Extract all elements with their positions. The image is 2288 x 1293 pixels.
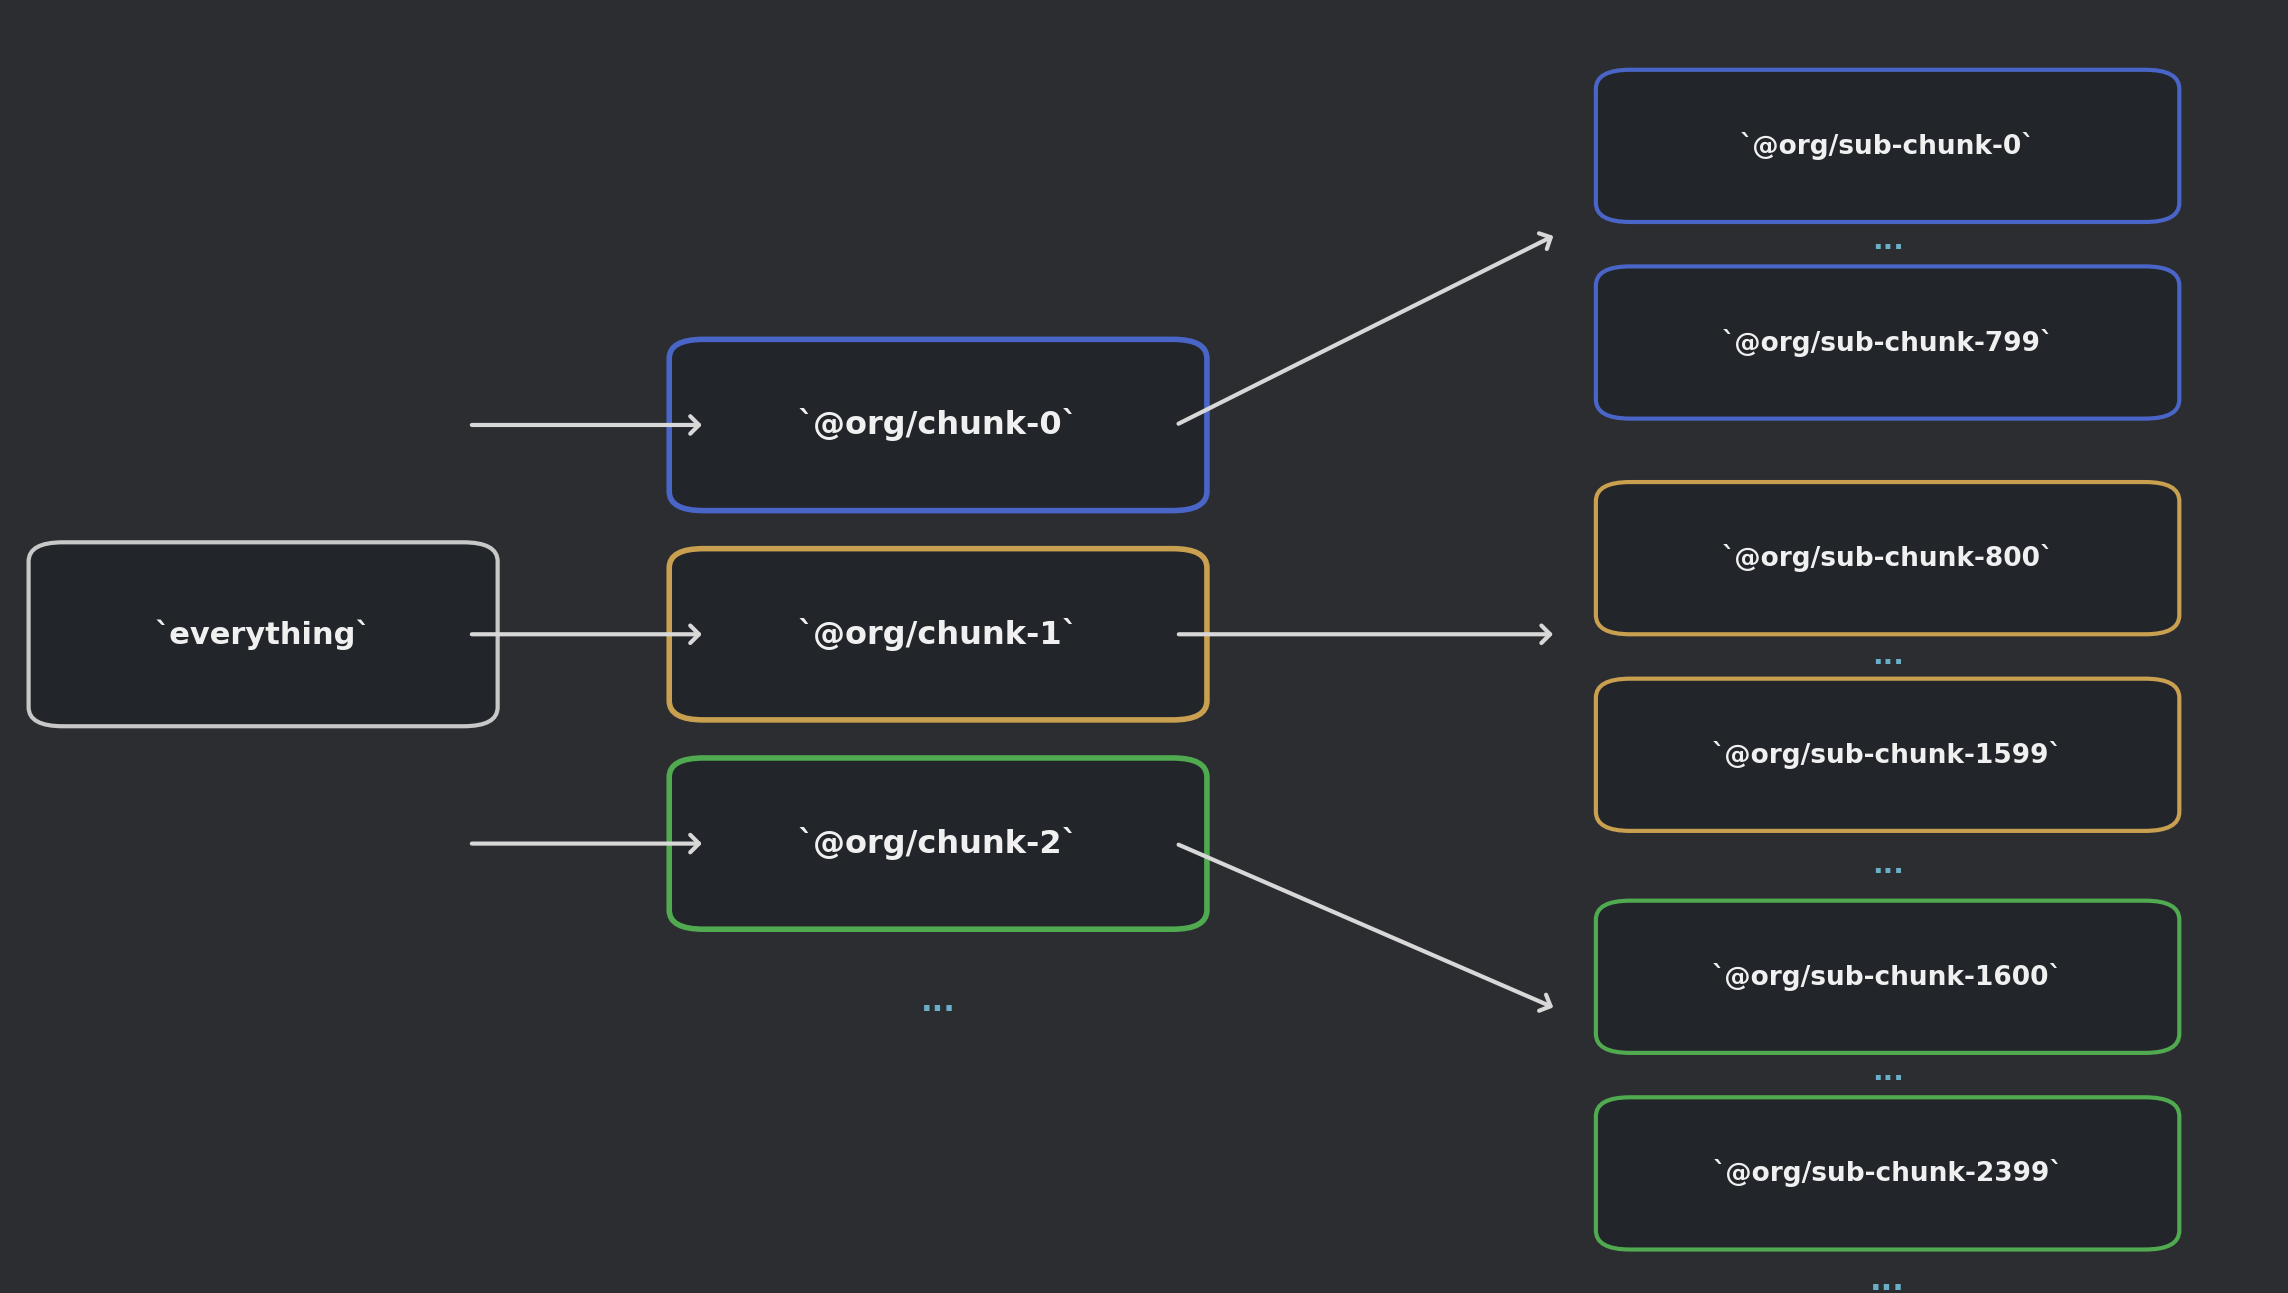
Text: `@org/chunk-1`: `@org/chunk-1`: [799, 618, 1078, 650]
Text: `@org/sub-chunk-0`: `@org/sub-chunk-0`: [1739, 132, 2036, 160]
Text: `@org/sub-chunk-800`: `@org/sub-chunk-800`: [1721, 544, 2055, 573]
Text: ...: ...: [1872, 1058, 1904, 1086]
Text: ...: ...: [920, 988, 956, 1016]
Text: `@org/chunk-0`: `@org/chunk-0`: [799, 409, 1078, 441]
Text: ...: ...: [1872, 641, 1904, 670]
Text: `@org/sub-chunk-1599`: `@org/sub-chunk-1599`: [1711, 741, 2064, 769]
Text: `@org/sub-chunk-2399`: `@org/sub-chunk-2399`: [1711, 1160, 2064, 1187]
FancyBboxPatch shape: [1595, 901, 2178, 1053]
Text: ...: ...: [1872, 851, 1904, 879]
FancyBboxPatch shape: [30, 542, 496, 727]
FancyBboxPatch shape: [668, 548, 1206, 720]
FancyBboxPatch shape: [1595, 1098, 2178, 1249]
FancyBboxPatch shape: [1595, 482, 2178, 635]
FancyBboxPatch shape: [1595, 679, 2178, 831]
FancyBboxPatch shape: [1595, 70, 2178, 222]
Text: `@org/chunk-2`: `@org/chunk-2`: [799, 828, 1078, 860]
FancyBboxPatch shape: [668, 339, 1206, 511]
Text: ...: ...: [1872, 228, 1904, 255]
FancyBboxPatch shape: [668, 758, 1206, 930]
Text: `everything`: `everything`: [156, 619, 371, 649]
Text: `@org/sub-chunk-1600`: `@org/sub-chunk-1600`: [1711, 963, 2064, 990]
Text: ...: ...: [1869, 1267, 1906, 1293]
Text: `@org/sub-chunk-799`: `@org/sub-chunk-799`: [1721, 328, 2055, 357]
FancyBboxPatch shape: [1595, 266, 2178, 419]
